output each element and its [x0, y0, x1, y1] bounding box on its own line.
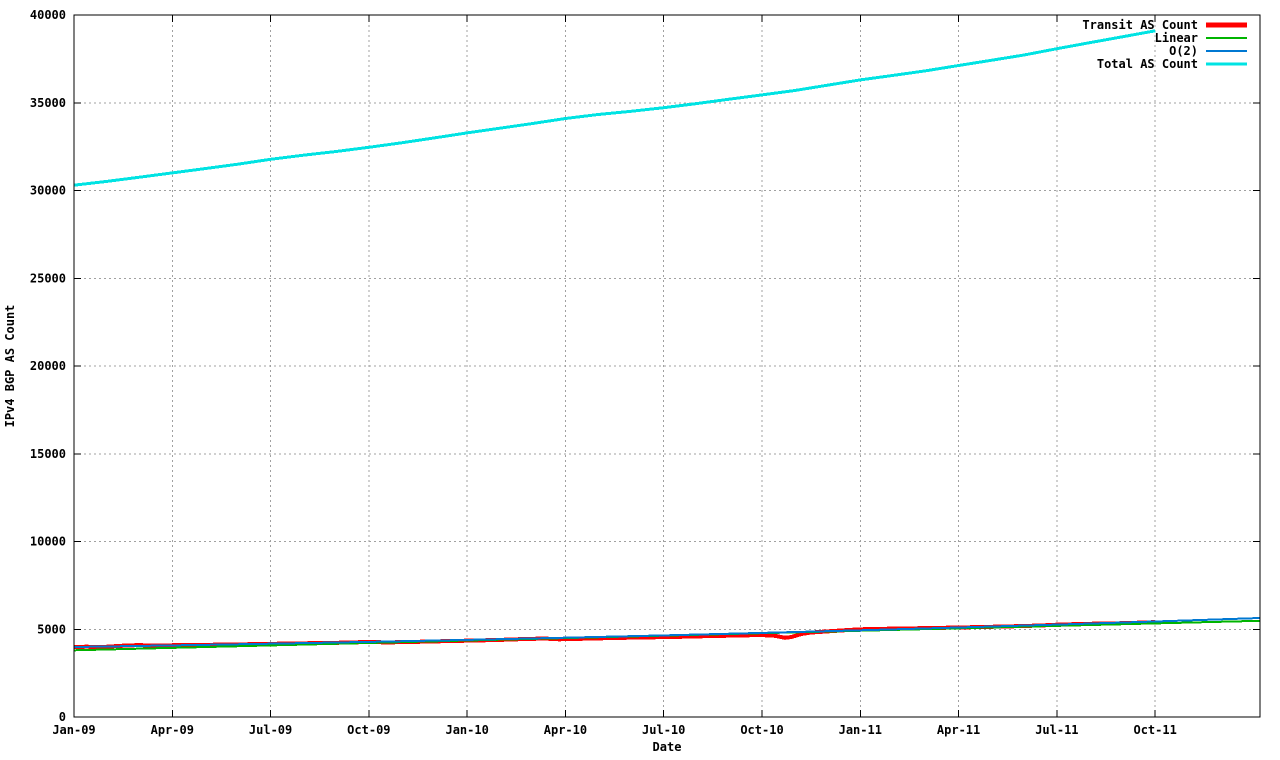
legend-label: Transit AS Count	[1082, 18, 1198, 32]
series-layer	[73, 29, 1261, 652]
gridlines-layer	[74, 15, 1260, 717]
x-tick-label: Jan-10	[445, 723, 488, 737]
legend-entry: Total AS Count	[1097, 57, 1247, 71]
series-line-total-as-count	[73, 29, 1156, 187]
legend-label: Total AS Count	[1097, 57, 1198, 71]
legend-entry: O(2)	[1169, 44, 1247, 58]
y-tick-label: 40000	[30, 8, 66, 22]
y-tick-label: 0	[59, 710, 66, 724]
x-tick-label: Jul-09	[249, 723, 292, 737]
legend-label: Linear	[1155, 31, 1198, 45]
y-tick-label: 20000	[30, 359, 66, 373]
y-tick-label: 30000	[30, 184, 66, 198]
y-tick-label: 25000	[30, 271, 66, 285]
x-tick-label: Oct-10	[740, 723, 783, 737]
x-tick-label: Oct-11	[1133, 723, 1176, 737]
series-line-o-2-	[73, 617, 1261, 648]
x-tick-label: Apr-10	[544, 723, 587, 737]
legend-entry: Transit AS Count	[1082, 18, 1247, 32]
y-tick-label: 10000	[30, 535, 66, 549]
x-tick-label: Apr-11	[937, 723, 980, 737]
x-tick-label: Oct-09	[347, 723, 390, 737]
x-tick-label: Jan-09	[52, 723, 95, 737]
x-tick-label: Jul-11	[1035, 723, 1078, 737]
plot-border	[73, 14, 1261, 718]
x-tick-label: Jan-11	[839, 723, 882, 737]
axes-layer: 0 5000 10000 15000 20000 25000 30000 35000 40000…	[30, 8, 1261, 737]
y-tick-label: 35000	[30, 96, 66, 110]
x-tick-label: Jul-10	[642, 723, 685, 737]
y-tick-label: 5000	[37, 622, 66, 636]
y-axis-title: IPv4 BGP AS Count	[3, 305, 17, 428]
legend-label: O(2)	[1169, 44, 1198, 58]
x-axis-title: Date	[653, 740, 682, 754]
y-tick-label: 15000	[30, 447, 66, 461]
legend-entry: Linear	[1155, 31, 1247, 45]
x-tick-label: Apr-09	[151, 723, 194, 737]
